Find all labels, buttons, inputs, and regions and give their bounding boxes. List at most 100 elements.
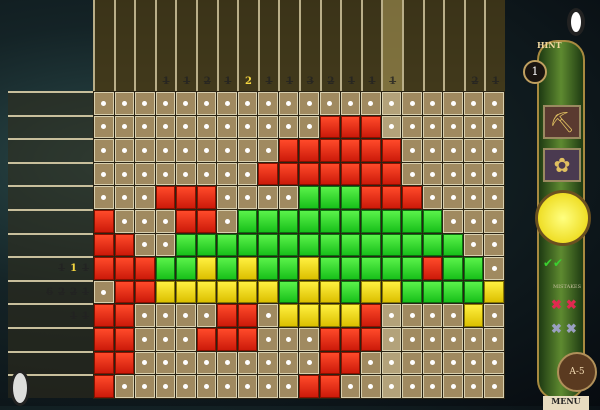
filled-cell[interactable] <box>196 233 217 257</box>
filled-cell[interactable] <box>237 304 258 327</box>
filled-cell[interactable] <box>278 304 299 327</box>
filled-cell[interactable] <box>196 280 217 304</box>
filled-cell[interactable] <box>299 139 320 162</box>
empty-cell[interactable] <box>217 139 237 162</box>
empty-cell[interactable] <box>381 115 402 139</box>
filled-cell[interactable] <box>381 162 402 186</box>
empty-cell[interactable] <box>361 351 381 375</box>
filled-cell[interactable] <box>320 375 340 398</box>
filled-cell[interactable] <box>320 351 340 375</box>
empty-cell[interactable] <box>402 162 422 186</box>
filled-cell[interactable] <box>196 186 217 209</box>
menu-button[interactable]: MENU <box>543 396 589 410</box>
empty-cell[interactable] <box>299 92 320 115</box>
filled-cell[interactable] <box>176 233 196 257</box>
empty-cell[interactable] <box>155 139 176 162</box>
empty-cell[interactable] <box>443 139 463 162</box>
filled-cell[interactable] <box>361 257 381 280</box>
puzzle-grid[interactable] <box>93 91 505 399</box>
filled-cell[interactable] <box>320 115 340 139</box>
filled-cell[interactable] <box>381 209 402 233</box>
empty-cell[interactable] <box>155 327 176 351</box>
empty-cell[interactable] <box>402 304 422 327</box>
filled-cell[interactable] <box>94 257 114 280</box>
empty-cell[interactable] <box>381 375 402 398</box>
empty-cell[interactable] <box>443 162 463 186</box>
filled-cell[interactable] <box>217 327 237 351</box>
filled-cell[interactable] <box>94 304 114 327</box>
filled-cell[interactable] <box>299 304 320 327</box>
filled-cell[interactable] <box>135 257 155 280</box>
filled-cell[interactable] <box>114 280 135 304</box>
filled-cell[interactable] <box>278 280 299 304</box>
filled-cell[interactable] <box>176 209 196 233</box>
filled-cell[interactable] <box>155 257 176 280</box>
empty-cell[interactable] <box>135 327 155 351</box>
filled-cell[interactable] <box>340 280 361 304</box>
filled-cell[interactable] <box>340 162 361 186</box>
filled-cell[interactable] <box>361 186 381 209</box>
filled-cell[interactable] <box>361 327 381 351</box>
empty-cell[interactable] <box>402 139 422 162</box>
empty-cell[interactable] <box>484 304 504 327</box>
filled-cell[interactable] <box>258 162 278 186</box>
empty-cell[interactable] <box>443 375 463 398</box>
filled-cell[interactable] <box>402 233 422 257</box>
filled-cell[interactable] <box>381 280 402 304</box>
empty-cell[interactable] <box>196 92 217 115</box>
filled-cell[interactable] <box>94 351 114 375</box>
empty-cell[interactable] <box>196 304 217 327</box>
empty-cell[interactable] <box>135 351 155 375</box>
filled-cell[interactable] <box>299 280 320 304</box>
empty-cell[interactable] <box>278 351 299 375</box>
color-selector-button[interactable] <box>535 190 591 246</box>
empty-cell[interactable] <box>155 304 176 327</box>
filled-cell[interactable] <box>94 209 114 233</box>
filled-cell[interactable] <box>196 209 217 233</box>
empty-cell[interactable] <box>402 92 422 115</box>
empty-cell[interactable] <box>258 139 278 162</box>
filled-cell[interactable] <box>361 162 381 186</box>
empty-cell[interactable] <box>422 327 443 351</box>
filled-cell[interactable] <box>237 327 258 351</box>
filled-cell[interactable] <box>114 257 135 280</box>
empty-cell[interactable] <box>484 162 504 186</box>
empty-cell[interactable] <box>114 139 135 162</box>
filled-cell[interactable] <box>484 280 504 304</box>
empty-cell[interactable] <box>463 233 484 257</box>
empty-cell[interactable] <box>278 115 299 139</box>
filled-cell[interactable] <box>258 233 278 257</box>
empty-cell[interactable] <box>196 375 217 398</box>
empty-cell[interactable] <box>258 186 278 209</box>
empty-cell[interactable] <box>217 209 237 233</box>
empty-cell[interactable] <box>443 304 463 327</box>
filled-cell[interactable] <box>443 257 463 280</box>
empty-cell[interactable] <box>361 92 381 115</box>
empty-cell[interactable] <box>299 351 320 375</box>
empty-cell[interactable] <box>340 92 361 115</box>
filled-cell[interactable] <box>278 162 299 186</box>
empty-cell[interactable] <box>402 351 422 375</box>
empty-cell[interactable] <box>135 139 155 162</box>
filled-cell[interactable] <box>422 257 443 280</box>
empty-cell[interactable] <box>217 92 237 115</box>
filled-cell[interactable] <box>463 304 484 327</box>
empty-cell[interactable] <box>258 304 278 327</box>
empty-cell[interactable] <box>176 375 196 398</box>
filled-cell[interactable] <box>381 257 402 280</box>
filled-cell[interactable] <box>278 233 299 257</box>
filled-cell[interactable] <box>422 280 443 304</box>
filled-cell[interactable] <box>320 186 340 209</box>
empty-cell[interactable] <box>237 162 258 186</box>
empty-cell[interactable] <box>196 139 217 162</box>
filled-cell[interactable] <box>340 327 361 351</box>
empty-cell[interactable] <box>176 304 196 327</box>
filled-cell[interactable] <box>217 233 237 257</box>
filled-cell[interactable] <box>237 280 258 304</box>
empty-cell[interactable] <box>135 92 155 115</box>
empty-cell[interactable] <box>94 139 114 162</box>
filled-cell[interactable] <box>320 327 340 351</box>
empty-cell[interactable] <box>422 115 443 139</box>
empty-cell[interactable] <box>463 209 484 233</box>
filled-cell[interactable] <box>340 257 361 280</box>
